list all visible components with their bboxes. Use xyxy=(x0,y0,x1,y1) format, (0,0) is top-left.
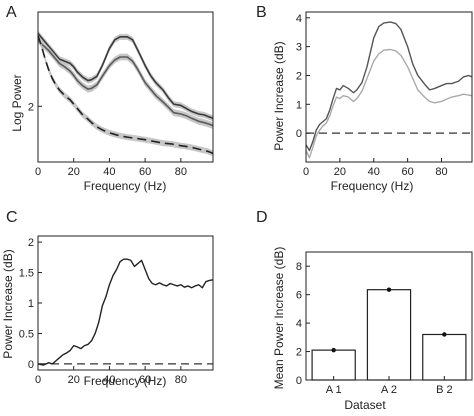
plot-frame xyxy=(37,235,214,371)
x-tick-label: 80 xyxy=(175,374,187,386)
x-tick-label: 0 xyxy=(35,166,41,178)
x-axis-label: Dataset xyxy=(344,398,386,412)
mean-marker xyxy=(386,287,392,292)
y-tick-label: 0 xyxy=(296,128,302,140)
series-line xyxy=(37,32,214,120)
x-tick-label: 80 xyxy=(435,166,447,178)
y-tick-label: 1 xyxy=(296,99,302,111)
x-tick-label: 20 xyxy=(68,166,80,178)
panel-c: C Frequency (Hz) Power Increase (dB) 0 20… xyxy=(1,209,214,388)
y-tick-label: 2 xyxy=(296,70,302,82)
x-tick-label: 60 xyxy=(402,166,414,178)
y-tick-label: 8 xyxy=(296,261,302,273)
series-line xyxy=(37,35,214,155)
x-tick-label: B 2 xyxy=(436,384,453,396)
x-tick-label: 40 xyxy=(103,374,115,386)
bar xyxy=(422,333,467,381)
x-axis-label: Frequency (Hz) xyxy=(84,374,167,388)
x-tick-label: 20 xyxy=(68,374,80,386)
y-tick-label: 2 xyxy=(28,237,34,249)
x-tick-label: 0 xyxy=(35,374,41,386)
x-axis-label: Frequency (Hz) xyxy=(84,179,167,193)
series-line xyxy=(37,39,214,127)
x-axis-label: Frequency (Hz) xyxy=(331,179,414,193)
panel-a: A Frequency (Hz) Log Power 0 20 40 60 80 2 xyxy=(6,4,214,193)
y-tick-label: 0 xyxy=(296,375,302,387)
y-axis-label: Log Power xyxy=(10,74,24,131)
series-line xyxy=(37,258,214,366)
y-tick-label: 3 xyxy=(296,42,302,54)
bar xyxy=(366,289,412,381)
bar xyxy=(311,349,356,381)
x-tick-label: 20 xyxy=(334,166,346,178)
panel-letter: D xyxy=(256,209,268,226)
x-tick-label: 40 xyxy=(103,166,115,178)
y-tick-label: 0.5 xyxy=(19,328,34,340)
series-error-band xyxy=(38,36,213,129)
x-tick-label: A 2 xyxy=(381,384,397,396)
series-line xyxy=(305,21,473,152)
panel-letter: B xyxy=(256,4,267,21)
y-tick-label: 1.5 xyxy=(19,268,34,280)
series-line xyxy=(305,48,473,159)
plot-frame xyxy=(305,251,473,381)
x-tick-label: A 1 xyxy=(326,384,342,396)
panel-b: B Frequency (Hz) Power Increase (dB) 0 20… xyxy=(256,4,473,193)
y-axis-label: Power Increase (dB) xyxy=(1,249,15,358)
y-tick-label: 4 xyxy=(296,318,302,330)
y-tick-label: 6 xyxy=(296,290,302,302)
x-tick-label: 0 xyxy=(303,166,309,178)
y-axis-label: Power Increase (dB) xyxy=(272,41,286,150)
x-tick-label: 80 xyxy=(175,166,187,178)
plot-frame xyxy=(305,11,473,163)
mean-marker xyxy=(331,347,336,353)
y-axis-label: Mean Power Increase (dB) xyxy=(272,247,286,390)
y-tick-label: 4 xyxy=(296,13,302,25)
series-error-band xyxy=(38,32,213,157)
panel-d: D Dataset Mean Power Increase (dB) A 1 A … xyxy=(256,209,473,412)
x-tick-label: 40 xyxy=(368,166,380,178)
x-tick-label: 60 xyxy=(139,374,151,386)
mean-marker xyxy=(442,332,447,337)
x-tick-label: 60 xyxy=(139,166,151,178)
panel-letter: A xyxy=(6,4,17,21)
y-tick-label: 2 xyxy=(296,347,302,359)
y-tick-label: 2 xyxy=(28,101,34,113)
plot-frame xyxy=(37,11,214,163)
y-tick-label: 0 xyxy=(28,359,34,371)
y-tick-label: 1 xyxy=(28,298,34,310)
series-error-band xyxy=(38,30,213,122)
panel-letter: C xyxy=(6,209,18,226)
